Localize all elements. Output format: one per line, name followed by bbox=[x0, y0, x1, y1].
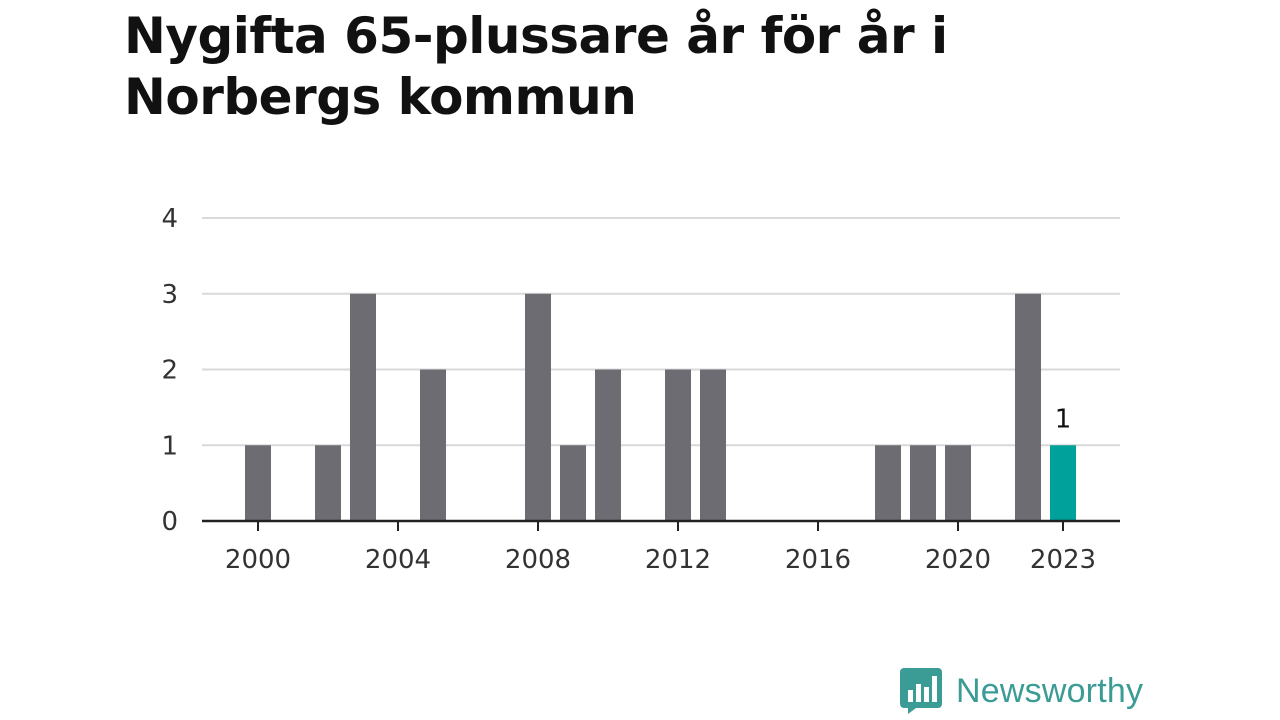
x-tick-label: 2023 bbox=[1030, 545, 1096, 575]
y-tick-label: 3 bbox=[161, 280, 178, 310]
bars bbox=[245, 293, 1076, 521]
bar-2009 bbox=[560, 445, 586, 521]
bar-2012 bbox=[665, 369, 691, 521]
bar-chart: 0 1 2 3 4 2000 2004 2008 2012 2016 2020 2023 1 bbox=[161, 204, 1120, 575]
bar-2005 bbox=[420, 369, 446, 521]
y-tick-label: 4 bbox=[161, 204, 178, 234]
bar-2022 bbox=[1015, 293, 1041, 521]
x-tick-label: 2000 bbox=[225, 545, 291, 575]
gridlines bbox=[202, 217, 1120, 447]
bar-2008 bbox=[525, 293, 551, 521]
x-tick-label: 2020 bbox=[925, 545, 991, 575]
x-tick-label: 2012 bbox=[645, 545, 711, 575]
y-tick-label: 0 bbox=[161, 507, 178, 537]
y-tick-label: 1 bbox=[161, 431, 178, 461]
y-tick-label: 2 bbox=[161, 356, 178, 386]
bar-2002 bbox=[315, 445, 341, 521]
bar-2000 bbox=[245, 445, 271, 521]
x-axis bbox=[202, 519, 1120, 531]
x-tick-label: 2016 bbox=[785, 545, 851, 575]
chart-title: Nygifta 65-plussare år för år i Norbergs… bbox=[124, 7, 948, 126]
bar-2013 bbox=[700, 369, 726, 521]
bar-2018 bbox=[875, 445, 901, 521]
brand-logo: Newsworthy bbox=[900, 668, 1143, 714]
x-tick-label: 2004 bbox=[365, 545, 431, 575]
brand-name: Newsworthy bbox=[956, 671, 1144, 710]
bar-chart-speech-bubble-icon bbox=[900, 668, 942, 714]
bar-2010 bbox=[595, 369, 621, 521]
labels: 0 1 2 3 4 2000 2004 2008 2012 2016 2020 2023 1 bbox=[161, 204, 1096, 575]
bar-2019 bbox=[910, 445, 936, 521]
x-tick-label: 2008 bbox=[505, 545, 571, 575]
bar-2023 bbox=[1050, 445, 1076, 521]
data-label-2023: 1 bbox=[1055, 404, 1072, 434]
bar-2020 bbox=[945, 445, 971, 521]
bar-2003 bbox=[350, 293, 376, 521]
